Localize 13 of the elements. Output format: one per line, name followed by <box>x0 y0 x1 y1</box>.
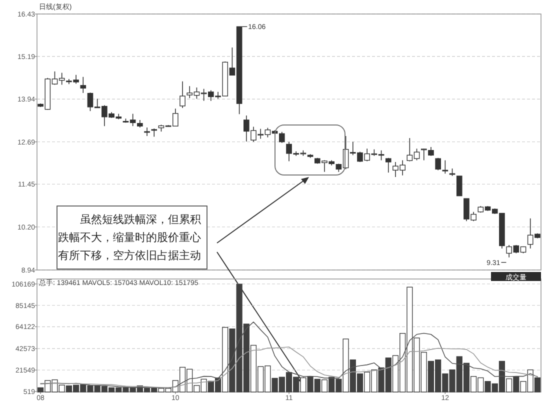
candlestick <box>278 132 285 144</box>
annotation: 虽然短线跌幅深，但累积跌幅不大，缩量时的股价重心有所下移，空方依旧占据主动 <box>58 213 201 262</box>
line-series <box>40 322 538 388</box>
candlestick <box>144 127 150 136</box>
candlestick <box>442 160 448 174</box>
candlestick <box>80 76 86 94</box>
candlestick <box>420 148 427 161</box>
candlestick <box>151 128 158 138</box>
candlestick <box>180 80 186 108</box>
candlestick <box>456 176 462 196</box>
candlestick <box>385 157 392 173</box>
candlestick <box>435 157 441 171</box>
line-series <box>40 346 538 388</box>
